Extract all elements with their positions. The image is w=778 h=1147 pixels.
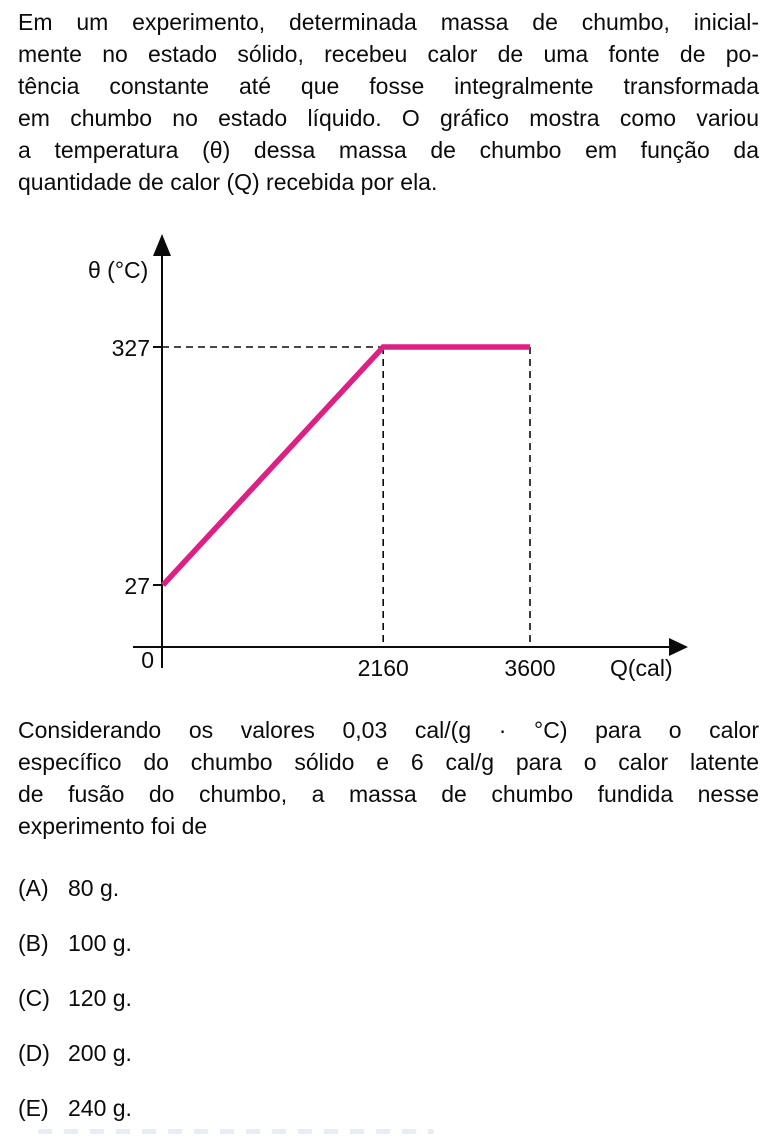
option-value: 100 g. xyxy=(68,930,132,956)
option-letter: (C) xyxy=(18,985,50,1011)
text-line: de fusão do chumbo, a massa de chumbo fu… xyxy=(18,781,759,807)
option-d: (D) 200 g. xyxy=(18,1037,518,1069)
text-line: mente no estado sólido, recebeu calor de… xyxy=(18,41,759,67)
x-tick-label-2160: 2160 xyxy=(358,655,409,681)
text-line: específico do chumbo sólido e 6 cal/g pa… xyxy=(18,749,759,775)
text-line: quantidade de calor (Q) recebida por ela… xyxy=(18,169,438,195)
option-value: 80 g. xyxy=(68,875,120,901)
option-letter: (B) xyxy=(18,930,49,956)
y-tick-label-327: 327 xyxy=(112,335,150,361)
text-line: a temperatura (θ) dessa massa de chumbo … xyxy=(18,137,759,163)
option-letter: (A) xyxy=(18,875,49,901)
y-axis-label: θ (°C) xyxy=(88,257,148,283)
cut-off-text-artifact xyxy=(38,1129,434,1134)
y-axis-arrowhead-icon xyxy=(153,234,171,256)
option-letter: (D) xyxy=(18,1040,50,1066)
option-a: (A) 80 g. xyxy=(18,872,518,904)
option-value: 200 g. xyxy=(68,1040,132,1066)
origin-label: 0 xyxy=(141,647,154,673)
option-c: (C) 120 g. xyxy=(18,982,518,1014)
text-line: Considerando os valores 0,03 cal/(g · °C… xyxy=(18,717,759,743)
chart-canvas: θ (°C) 327 27 0 2160 3600 Q(cal) xyxy=(88,234,688,681)
text-line: em chumbo no estado líquido. O gráfico m… xyxy=(18,105,759,131)
y-tick-label-27: 27 xyxy=(124,573,150,599)
option-e: (E) 240 g. xyxy=(18,1092,518,1124)
question-followup-paragraph: Considerando os valores 0,03 cal/(g · °C… xyxy=(18,714,759,842)
x-tick-label-3600: 3600 xyxy=(504,655,555,681)
temperature-vs-heat-chart: θ (°C) 327 27 0 2160 3600 Q(cal) xyxy=(80,228,710,690)
option-value: 240 g. xyxy=(68,1095,132,1121)
question-intro-paragraph: Em um experimento, determinada massa de … xyxy=(18,6,759,198)
text-line: tência constante até que fosse integralm… xyxy=(18,73,759,99)
x-axis-arrowhead-icon xyxy=(669,638,688,656)
temperature-curve xyxy=(160,344,530,587)
text-line: Em um experimento, determinada massa de … xyxy=(18,9,759,35)
x-axis-label: Q(cal) xyxy=(610,655,673,681)
text-line: experimento foi de xyxy=(18,813,208,839)
option-letter: (E) xyxy=(18,1095,49,1121)
option-value: 120 g. xyxy=(68,985,132,1011)
option-b: (B) 100 g. xyxy=(18,927,518,959)
answer-options: (A) 80 g. (B) 100 g. (C) 120 g. (D) 200 … xyxy=(18,872,518,1147)
